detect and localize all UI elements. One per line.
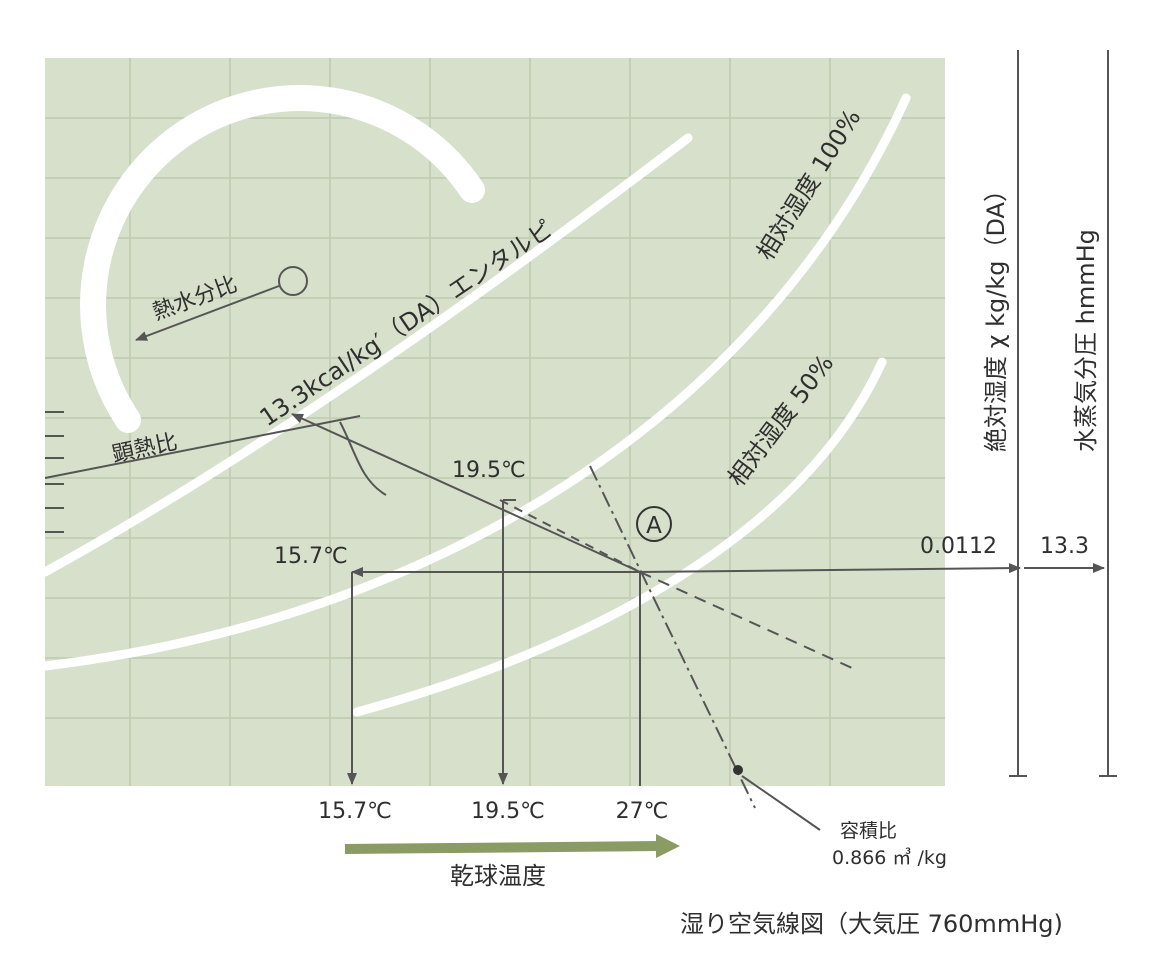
scale-ticks [45,411,64,533]
rh-50-curve [352,357,887,717]
heat-water-ratio-arrow [135,285,280,341]
dry-bulb-arrow-shaft [344,841,661,854]
enthalpy-line [40,133,693,577]
right-axes [1009,50,1117,777]
small-protractor [339,421,387,496]
specific-volume-point [733,765,743,775]
protractor-arc [80,85,485,433]
caption: 湿り空気線図（大気圧 760mmHg) [680,910,1063,938]
dry-bulb-tick-19-5: 19.5℃ [471,799,545,824]
dew-point-temp-label: 15.7℃ [274,544,348,569]
vapor-pressure-axis-title: 水蒸気分圧 hmmHg [1072,229,1100,452]
vapor-pressure-value: 13.3 [1040,534,1089,559]
specific-volume-title: 容積比 [840,820,897,842]
heat-water-ratio-circle [278,266,308,296]
dry-bulb-arrow-head [656,834,680,858]
specific-volume-leader [741,775,821,831]
point-a-label: A [646,513,662,539]
dry-bulb-tick-27: 27℃ [616,799,669,824]
wet-bulb-temp-label: 19.5℃ [452,458,526,483]
rh-100-curve [40,93,911,671]
sensible-heat-ratio-line [44,415,361,479]
dry-bulb-tick-15-7: 15.7℃ [318,799,392,824]
process-line-to-enthalpy [291,413,641,573]
abs-humidity-axis-title: 絶対湿度 χ kg/kg（DA） [982,178,1010,452]
wet-bulb-dashed [499,499,641,573]
background-table-grid [45,58,945,786]
specific-volume-dashdot [589,465,756,809]
point-a-circle [636,506,672,542]
humidity-arrow [639,563,1021,574]
dry-bulb-label: 乾球温度 [450,862,546,890]
white-curves [40,85,911,717]
abs-humidity-value: 0.0112 [920,534,997,559]
specific-volume-value: 0.866 ㎥ /kg [832,847,947,869]
